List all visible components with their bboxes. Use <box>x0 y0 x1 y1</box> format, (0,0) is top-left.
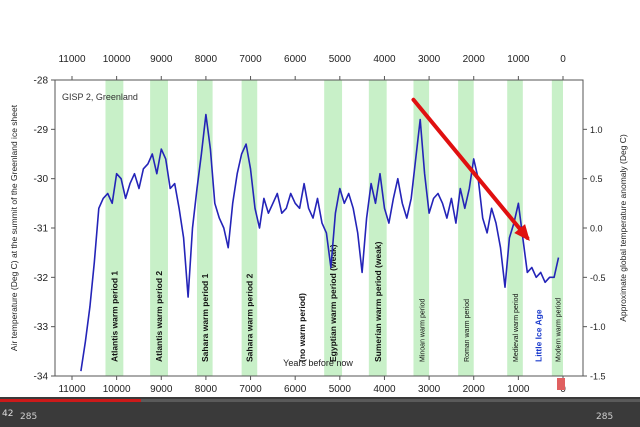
x-tick-label-top-4: 7000 <box>239 54 262 65</box>
band-label-7: Minoan warm period <box>419 298 426 362</box>
x-axis-label: Years before now <box>283 358 353 368</box>
video-right-label: 285 <box>596 412 614 422</box>
band-label-1: Atlantis warm period 2 <box>154 271 164 362</box>
y-tick-label-0: -28 <box>34 76 49 87</box>
warm-band-11 <box>551 80 563 376</box>
x-tick-label-bottom-5: 6000 <box>284 384 307 395</box>
modern-marker <box>557 378 565 390</box>
y-tick-label-1: -29 <box>34 125 49 136</box>
band-labels: Atlantis warm period 1 Atlantis warm peri… <box>109 241 562 362</box>
x-tick-label-bottom-2: 9000 <box>150 384 173 395</box>
y2-tick-label-5: -1.5 <box>590 372 606 382</box>
video-control-bar[interactable] <box>0 397 640 427</box>
axis-ticks: 1100011000100001000090009000800080007000… <box>34 54 606 395</box>
y2-axis-label: Approximate global temperature anomaly (… <box>618 134 628 322</box>
x-tick-label-top-11: 0 <box>560 54 566 65</box>
x-tick-label-bottom-1: 10000 <box>103 384 131 395</box>
warm-band-3 <box>241 80 258 376</box>
x-tick-label-top-5: 6000 <box>284 54 307 65</box>
x-tick-label-bottom-6: 5000 <box>329 384 352 395</box>
x-tick-label-bottom-10: 1000 <box>507 384 530 395</box>
band-label-3: Sahara warm period 2 <box>244 273 254 362</box>
y-tick-label-2: -30 <box>34 174 49 185</box>
y2-tick-label-3: -0.5 <box>590 273 606 283</box>
x-tick-label-bottom-7: 4000 <box>373 384 396 395</box>
x-tick-label-top-1: 10000 <box>103 54 131 65</box>
band-label-6: Sumerian warm period (weak) <box>373 241 383 362</box>
band-label-0: Atlantis warm period 1 <box>109 271 119 362</box>
y-tick-label-4: -32 <box>34 273 49 284</box>
warm-band-5 <box>324 80 343 376</box>
trend-arrow <box>411 97 530 241</box>
band-label-8: Roman warm period <box>464 299 471 362</box>
band-label-5: Egyptian warm period (weak) <box>328 244 338 362</box>
band-label-2: Sahara warm period 1 <box>200 273 210 362</box>
warm-band-0 <box>105 80 124 376</box>
y-tick-label-3: -31 <box>34 224 49 235</box>
video-time: 42 <box>2 409 14 419</box>
x-tick-label-bottom-3: 8000 <box>195 384 218 395</box>
warm-band-7 <box>413 80 430 376</box>
x-tick-label-top-8: 3000 <box>418 54 441 65</box>
warm-band-9 <box>507 80 523 376</box>
x-tick-label-top-10: 1000 <box>507 54 530 65</box>
band-label-4: (no warm period) <box>297 293 307 362</box>
warm-period-bands <box>105 80 563 376</box>
band-label-11: Modern warm period <box>555 298 562 362</box>
y2-tick-label-4: -1.0 <box>590 322 606 332</box>
chart-background <box>0 0 640 397</box>
x-tick-label-top-6: 5000 <box>329 54 352 65</box>
warm-band-8 <box>458 80 474 376</box>
chart-title: GISP 2, Greenland <box>62 92 138 102</box>
y2-tick-label-2: 0.0 <box>590 224 603 234</box>
video-progress-track[interactable] <box>0 399 640 402</box>
video-left-label: 285 <box>20 412 38 422</box>
x-tick-label-bottom-0: 11000 <box>58 384 86 395</box>
x-tick-label-top-3: 8000 <box>195 54 218 65</box>
x-tick-label-bottom-9: 2000 <box>463 384 486 395</box>
x-tick-label-bottom-4: 7000 <box>239 384 262 395</box>
y2-tick-label-1: 0.5 <box>590 174 603 184</box>
video-progress-fill <box>0 399 141 402</box>
warm-band-6 <box>368 80 387 376</box>
y-tick-label-5: -33 <box>34 322 49 333</box>
band-label-10: Little Ice Age <box>533 309 543 362</box>
y-axis-label: Air temperature (Deg C) at the summit of… <box>9 104 19 351</box>
trend-arrow-head <box>514 224 530 241</box>
x-tick-label-top-0: 11000 <box>58 54 86 65</box>
y2-tick-label-0: 1.0 <box>590 125 603 135</box>
trend-arrow-shaft <box>411 97 530 240</box>
band-label-9: Medieval warm period <box>513 293 520 362</box>
y-tick-label-6: -34 <box>34 372 49 383</box>
temperature-series-line <box>80 113 560 372</box>
x-tick-label-top-7: 4000 <box>373 54 396 65</box>
x-tick-label-top-9: 2000 <box>463 54 486 65</box>
x-tick-label-bottom-8: 3000 <box>418 384 441 395</box>
x-tick-label-top-2: 9000 <box>150 54 173 65</box>
